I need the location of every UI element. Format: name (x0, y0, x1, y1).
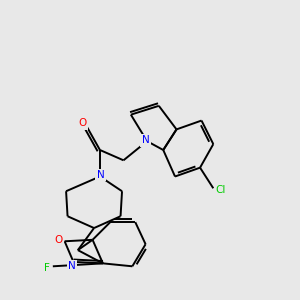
Text: N: N (68, 261, 76, 271)
Text: Cl: Cl (215, 185, 226, 195)
Text: N: N (97, 170, 104, 180)
Text: F: F (44, 263, 50, 273)
Text: O: O (78, 118, 86, 128)
Text: N: N (142, 135, 149, 145)
Text: O: O (55, 235, 63, 245)
